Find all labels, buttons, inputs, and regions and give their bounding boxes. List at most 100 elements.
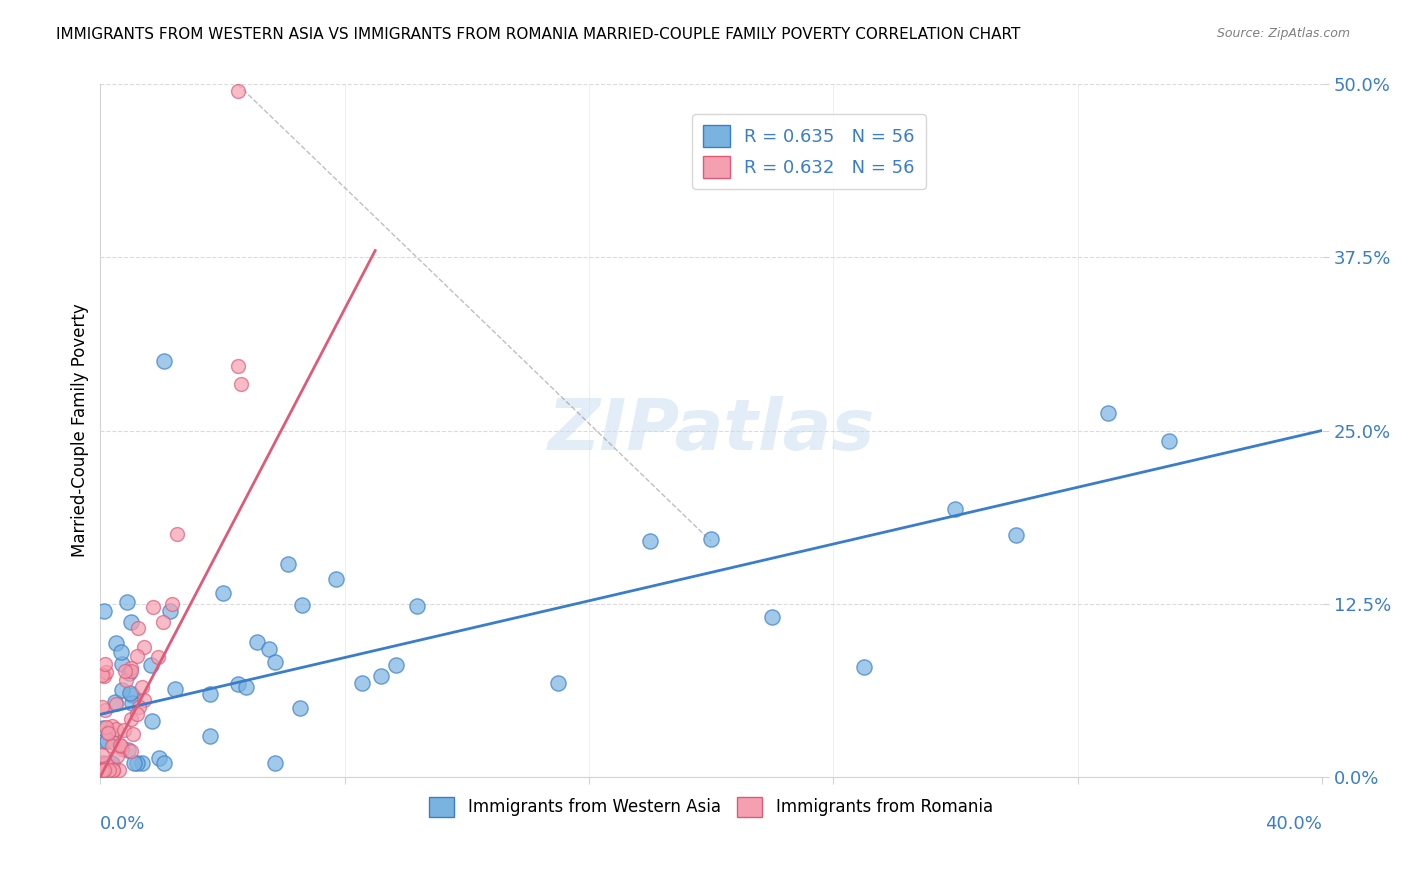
- Point: [121, 727, 143, 741]
- Point: [120, 661, 142, 675]
- Point: [104, 698, 127, 712]
- Point: [93, 721, 115, 735]
- Text: Source: ZipAtlas.com: Source: ZipAtlas.com: [1216, 27, 1350, 40]
- Y-axis label: Married-Couple Family Poverty: Married-Couple Family Poverty: [72, 303, 89, 558]
- Point: [146, 650, 169, 665]
- Point: [112, 723, 135, 737]
- Point: [264, 756, 287, 770]
- Point: [226, 84, 249, 98]
- Point: [125, 707, 148, 722]
- Point: [90, 668, 112, 682]
- Point: [288, 701, 311, 715]
- Point: [246, 635, 269, 649]
- Point: [325, 572, 347, 586]
- Point: [103, 736, 125, 750]
- Point: [128, 700, 150, 714]
- Point: [103, 763, 125, 777]
- Point: [114, 673, 136, 688]
- Point: [406, 599, 429, 613]
- Point: [97, 726, 120, 740]
- Point: [118, 665, 141, 680]
- Point: [153, 756, 176, 770]
- Point: [107, 763, 129, 777]
- Point: [139, 657, 162, 672]
- Point: [120, 712, 142, 726]
- Point: [125, 648, 148, 663]
- Point: [159, 604, 181, 618]
- Point: [124, 756, 146, 770]
- Point: [385, 658, 408, 673]
- Point: [131, 756, 153, 770]
- Point: [104, 695, 127, 709]
- Point: [160, 597, 183, 611]
- Legend: Immigrants from Western Asia, Immigrants from Romania: Immigrants from Western Asia, Immigrants…: [423, 790, 1000, 823]
- Point: [148, 751, 170, 765]
- Point: [134, 640, 156, 654]
- Point: [945, 502, 967, 516]
- Point: [93, 763, 115, 777]
- Point: [257, 642, 280, 657]
- Point: [120, 664, 142, 678]
- Point: [117, 743, 139, 757]
- Point: [200, 687, 222, 701]
- Point: [700, 532, 723, 546]
- Point: [93, 703, 115, 717]
- Point: [101, 756, 124, 770]
- Point: [132, 693, 155, 707]
- Point: [97, 724, 120, 739]
- Point: [90, 763, 112, 777]
- Point: [1097, 406, 1119, 420]
- Point: [125, 756, 148, 770]
- Point: [101, 739, 124, 754]
- Point: [100, 756, 122, 770]
- Point: [235, 680, 257, 694]
- Point: [291, 599, 314, 613]
- Point: [166, 526, 188, 541]
- Point: [90, 763, 112, 777]
- Point: [90, 763, 112, 777]
- Point: [352, 676, 374, 690]
- Point: [131, 680, 153, 694]
- Point: [141, 714, 163, 729]
- Text: IMMIGRANTS FROM WESTERN ASIA VS IMMIGRANTS FROM ROMANIA MARRIED-COUPLE FAMILY PO: IMMIGRANTS FROM WESTERN ASIA VS IMMIGRAN…: [56, 27, 1021, 42]
- Point: [163, 681, 186, 696]
- Text: 40.0%: 40.0%: [1265, 814, 1322, 833]
- Point: [1159, 434, 1181, 449]
- Point: [226, 677, 249, 691]
- Point: [153, 354, 176, 368]
- Point: [121, 696, 143, 710]
- Point: [104, 636, 127, 650]
- Point: [120, 686, 142, 700]
- Point: [114, 664, 136, 678]
- Point: [90, 763, 112, 777]
- Point: [93, 734, 115, 748]
- Point: [96, 734, 118, 748]
- Point: [115, 595, 138, 609]
- Text: ZIPatlas: ZIPatlas: [547, 396, 875, 465]
- Text: 0.0%: 0.0%: [100, 814, 146, 833]
- Point: [94, 756, 117, 770]
- Point: [212, 586, 235, 600]
- Point: [93, 763, 115, 777]
- Point: [101, 763, 124, 777]
- Point: [94, 763, 117, 777]
- Point: [94, 665, 117, 679]
- Point: [94, 721, 117, 735]
- Point: [121, 688, 143, 702]
- Point: [101, 719, 124, 733]
- Point: [93, 763, 115, 777]
- Point: [110, 739, 132, 754]
- Point: [104, 722, 127, 736]
- Point: [226, 359, 249, 373]
- Point: [141, 600, 163, 615]
- Point: [852, 660, 875, 674]
- Point: [94, 657, 117, 671]
- Point: [110, 742, 132, 756]
- Point: [111, 682, 134, 697]
- Point: [93, 756, 115, 770]
- Point: [263, 655, 285, 669]
- Point: [152, 615, 174, 629]
- Point: [110, 645, 132, 659]
- Point: [277, 557, 299, 571]
- Point: [638, 533, 661, 548]
